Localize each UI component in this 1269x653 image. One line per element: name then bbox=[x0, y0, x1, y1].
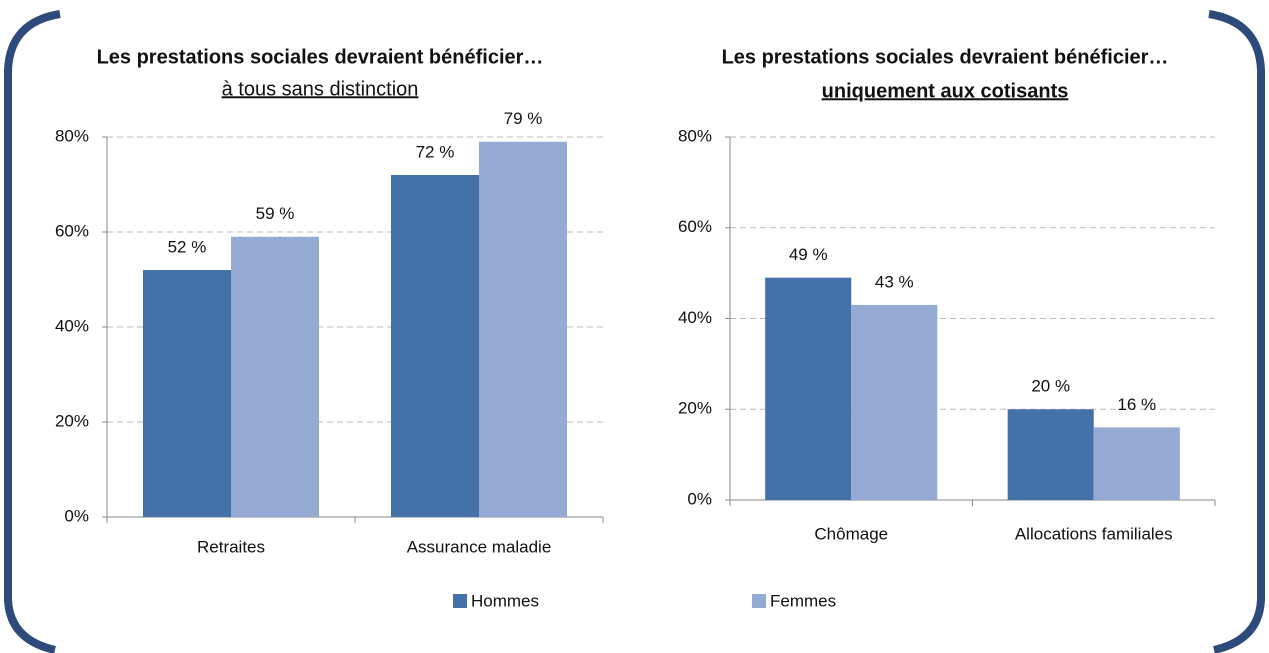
bar bbox=[1007, 409, 1094, 500]
chart-subtitle: à tous sans distinction bbox=[222, 78, 419, 100]
data-label: 49 % bbox=[789, 245, 828, 264]
frame-right bbox=[1208, 10, 1265, 653]
bar bbox=[1093, 427, 1180, 500]
bar bbox=[142, 270, 231, 517]
data-label: 20 % bbox=[1031, 377, 1070, 396]
y-tick-label: 80% bbox=[55, 126, 89, 145]
data-label: 59 % bbox=[256, 204, 295, 223]
data-label: 72 % bbox=[416, 142, 455, 161]
data-label: 43 % bbox=[875, 272, 914, 291]
frame-left bbox=[4, 10, 61, 653]
legend-label: Femmes bbox=[770, 591, 836, 610]
bar bbox=[390, 175, 479, 517]
legend-label: Hommes bbox=[471, 591, 539, 610]
data-label: 79 % bbox=[504, 109, 543, 128]
x-tick-label: Allocations familiales bbox=[1015, 524, 1173, 543]
y-tick-label: 20% bbox=[55, 411, 89, 430]
y-tick-label: 40% bbox=[678, 308, 712, 327]
y-tick-label: 0% bbox=[687, 489, 712, 508]
x-tick-label: Assurance maladie bbox=[407, 537, 552, 556]
bar bbox=[765, 277, 852, 500]
legend-swatch bbox=[453, 594, 467, 608]
y-tick-label: 60% bbox=[55, 221, 89, 240]
y-tick-label: 0% bbox=[64, 506, 89, 525]
data-label: 52 % bbox=[168, 237, 207, 256]
y-tick-label: 80% bbox=[678, 126, 712, 145]
legend-swatch bbox=[752, 594, 766, 608]
bar bbox=[851, 304, 938, 500]
y-tick-label: 60% bbox=[678, 217, 712, 236]
data-label: 16 % bbox=[1117, 395, 1156, 414]
chart-title: Les prestations sociales devraient bénéf… bbox=[97, 46, 544, 68]
x-tick-label: Chômage bbox=[814, 524, 888, 543]
x-tick-label: Retraites bbox=[197, 537, 265, 556]
bar bbox=[231, 236, 320, 517]
bar bbox=[479, 141, 568, 517]
y-tick-label: 40% bbox=[55, 316, 89, 335]
chart-subtitle: uniquement aux cotisants bbox=[822, 80, 1069, 102]
y-tick-label: 20% bbox=[678, 399, 712, 418]
chart-title: Les prestations sociales devraient bénéf… bbox=[722, 46, 1169, 68]
